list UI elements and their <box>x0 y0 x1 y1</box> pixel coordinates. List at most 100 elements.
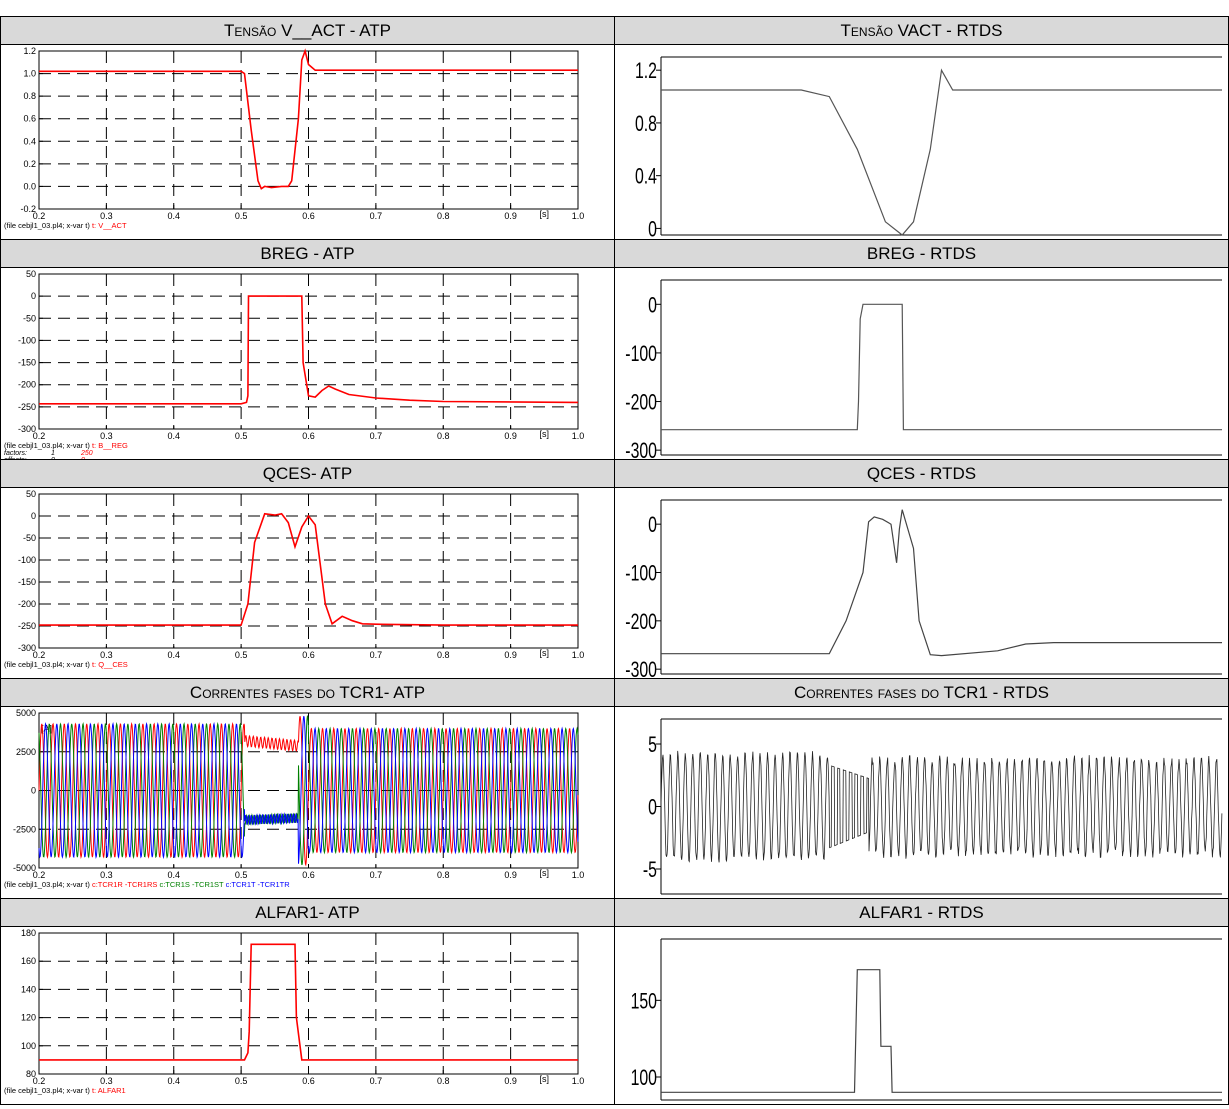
series-line <box>661 969 1222 1093</box>
atp-chart: 0.2 0.3 0.4 0.5 0.6 0.7 0.8 0.9 1.0 [s] 1.2 1.0 0.8 0… <box>4 46 585 230</box>
rtds-chart: 150 100 <box>631 938 1222 1101</box>
x-tick-label: 0.2 <box>33 1076 46 1086</box>
x-tick-label: 0.8 <box>437 650 450 660</box>
x-tick-label: 0.6 <box>302 870 315 880</box>
x-tick-label: 0.5 <box>235 870 248 880</box>
y-tick-label: 0 <box>31 786 36 796</box>
y-tick-label: 5000 <box>16 708 36 718</box>
y-tick-label: 0 <box>648 514 657 538</box>
x-tick-label: 0.7 <box>370 1076 383 1086</box>
header-label: ALFAR1 - RTDS <box>859 902 984 922</box>
x-tick-label: 0.4 <box>167 1076 180 1086</box>
y-tick-label: 100 <box>21 1041 36 1051</box>
x-tick-label: 0.5 <box>235 431 248 441</box>
y-tick-label: -5000 <box>13 863 36 873</box>
x-unit-label: [s] <box>540 1074 550 1084</box>
x-tick-label: 0.7 <box>370 431 383 441</box>
y-tick-label: 0.0 <box>23 181 36 191</box>
y-tick-label: 0 <box>648 294 657 318</box>
x-tick-label: 0.3 <box>100 431 113 441</box>
x-tick-label: 0.3 <box>100 211 113 221</box>
header-label: Correntes fases do TCR1 - RTDS <box>794 682 1049 702</box>
x-tick-label: 0.6 <box>302 1076 315 1086</box>
x-tick-label: 1.0 <box>572 1076 585 1086</box>
x-tick-label: 0.9 <box>504 1076 517 1086</box>
atp-header: QCES- ATP <box>0 459 615 488</box>
atp-header: Tensão V__ACT - ATP <box>0 16 615 45</box>
x-tick-label: 0.2 <box>33 870 46 880</box>
y-tick-label: 1.0 <box>23 69 36 79</box>
x-tick-label: 1.0 <box>572 211 585 221</box>
y-tick-label: -250 <box>18 621 36 631</box>
y-tick-label: 120 <box>21 1013 36 1023</box>
y-tick-label: -100 <box>625 343 657 367</box>
series-line <box>38 714 579 866</box>
series-line <box>660 750 1223 863</box>
rtds-chart: 5 0 -5 <box>643 718 1223 895</box>
y-tick-label: -2500 <box>13 824 36 834</box>
y-tick-label: -200 <box>625 610 657 634</box>
atp-header: ALFAR1- ATP <box>0 898 615 927</box>
x-tick-label: 0.4 <box>167 870 180 880</box>
x-tick-label: 0.9 <box>504 870 517 880</box>
plot-footer: (file cebjl1_03.pl4; x-var t) t: ALFAR1 <box>4 1086 126 1095</box>
plot-footer: (file cebjl1_03.pl4; x-var t) c:TCR1R -T… <box>4 880 290 889</box>
rtds-chart: 0 -100 -200 -300 <box>625 279 1222 464</box>
x-unit-label: [s] <box>540 209 550 219</box>
atp-header: Correntes fases do TCR1- ATP <box>0 678 615 707</box>
y-tick-label: -5 <box>643 859 657 883</box>
x-tick-label: 0.8 <box>437 431 450 441</box>
header-label: ALFAR1- ATP <box>255 902 360 922</box>
x-tick-label: 1.0 <box>572 650 585 660</box>
y-tick-label: -0.2 <box>20 204 36 214</box>
y-tick-label: 50 <box>26 269 36 279</box>
x-tick-label: 0.8 <box>437 1076 450 1086</box>
y-tick-label: 50 <box>26 489 36 499</box>
header-label: Correntes fases do TCR1- ATP <box>189 682 426 702</box>
atp-chart: 0.2 0.3 0.4 0.5 0.6 0.7 0.8 0.9 1.0 [s] 180 160 140 1… <box>4 928 585 1095</box>
y-tick-label: 0.8 <box>23 91 36 101</box>
rtds-chart-cell: 150 100 <box>614 926 1229 1105</box>
y-tick-label: 0.4 <box>635 165 657 189</box>
series-line <box>661 68 1222 236</box>
atp-header: BREG - ATP <box>0 239 615 268</box>
x-tick-label: 0.8 <box>437 211 450 221</box>
rtds-chart-cell: 5 0 -5 <box>614 706 1229 899</box>
atp-chart: 0.2 0.3 0.4 0.5 0.6 0.7 0.8 0.9 1.0 [s] 50 0 -50 -100… <box>4 269 585 464</box>
atp-chart: 0.2 0.3 0.4 0.5 0.6 0.7 0.8 0.9 1.0 [s] 50 0 -50 -100… <box>4 489 585 669</box>
y-tick-label: -200 <box>625 391 657 415</box>
y-tick-label: 1.2 <box>635 60 657 84</box>
header-label: Tensão VACT - RTDS <box>840 20 1003 40</box>
y-tick-label: 0 <box>31 291 36 301</box>
x-tick-label: 1.0 <box>572 870 585 880</box>
x-tick-label: 0.4 <box>167 431 180 441</box>
y-tick-label: -100 <box>625 562 657 586</box>
plot-footer: (file cebjl1_03.pl4; x-var t) t: V__ACT <box>4 221 127 230</box>
x-tick-label: 0.6 <box>302 650 315 660</box>
header-label: Tensão V__ACT - ATP <box>223 20 392 40</box>
atp-chart-cell: 0.2 0.3 0.4 0.5 0.6 0.7 0.8 0.9 1.0 [s] 5000 2500 0 -… <box>0 706 615 899</box>
x-tick-label: 0.4 <box>167 211 180 221</box>
rtds-chart: 1.2 0.8 0.4 0 <box>635 56 1222 242</box>
y-tick-label: 140 <box>21 984 36 994</box>
y-tick-label: 0 <box>648 218 657 239</box>
x-unit-label: [s] <box>540 429 550 439</box>
y-tick-label: 0.2 <box>23 159 36 169</box>
rtds-header: ALFAR1 - RTDS <box>614 898 1229 927</box>
y-tick-label: -300 <box>18 643 36 653</box>
series-line <box>39 943 578 1061</box>
y-tick-label: 80 <box>26 1069 36 1079</box>
x-tick-label: 0.9 <box>504 431 517 441</box>
y-tick-label: 0.4 <box>23 136 36 146</box>
rtds-chart-cell: 0 -100 -200 -300 <box>614 267 1229 464</box>
x-tick-label: 0.7 <box>370 870 383 880</box>
x-tick-label: 0.2 <box>33 211 46 221</box>
y-tick-label: 180 <box>21 928 36 938</box>
x-tick-label: 1.0 <box>572 431 585 441</box>
series-line <box>38 715 579 864</box>
x-tick-label: 0.7 <box>370 211 383 221</box>
atp-chart: 0.2 0.3 0.4 0.5 0.6 0.7 0.8 0.9 1.0 [s] 5000 2500 0 -… <box>4 708 585 889</box>
atp-chart-cell: 0.2 0.3 0.4 0.5 0.6 0.7 0.8 0.9 1.0 [s] 180 160 140 1… <box>0 926 615 1105</box>
y-tick-label: -150 <box>18 577 36 587</box>
y-tick-label: 150 <box>631 990 657 1014</box>
